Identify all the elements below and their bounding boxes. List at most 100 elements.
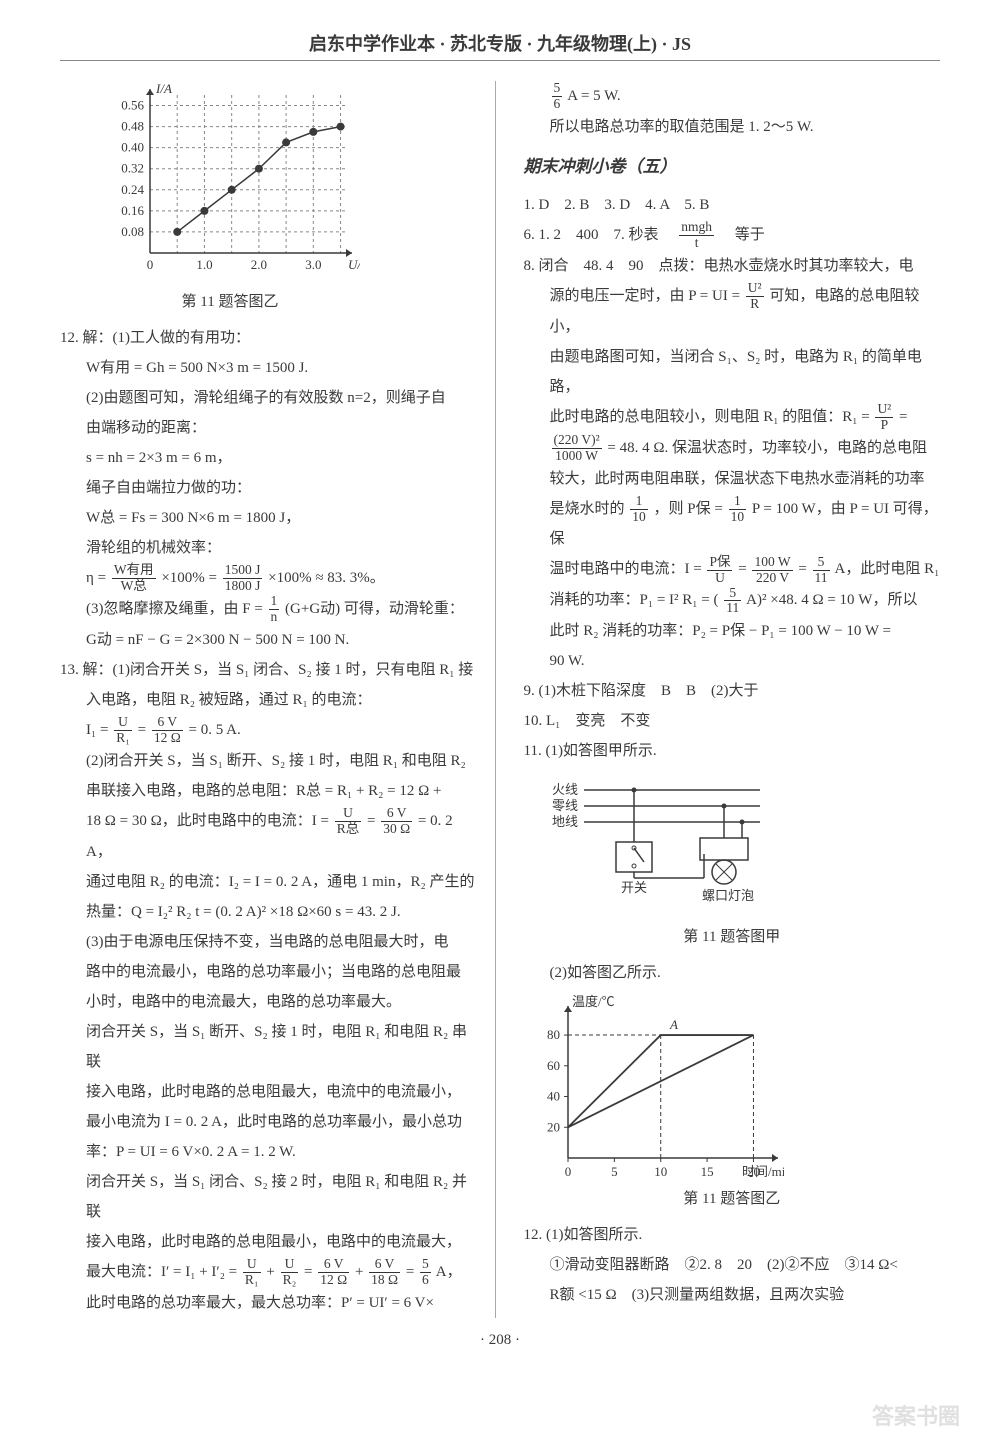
svg-text:地线: 地线 <box>551 814 577 829</box>
svg-text:0.40: 0.40 <box>121 140 144 155</box>
svg-text:I/A: I/A <box>155 81 172 96</box>
svg-text:10: 10 <box>654 1164 667 1179</box>
svg-text:80: 80 <box>547 1027 560 1042</box>
q13-l9: 路中的电流最小，电路的总功率最小；当电路的总电阻最 <box>60 957 477 987</box>
chart-11-wrap: 0 1.0 2.0 3.0 0.08 0.16 0.24 0.32 0.40 0.48 0.56 U/… <box>60 81 477 281</box>
columns: 0 1.0 2.0 3.0 0.08 0.16 0.24 0.32 0.40 0.48 0.56 U/… <box>60 81 940 1318</box>
svg-text:15: 15 <box>700 1164 713 1179</box>
column-right: 56 A = 5 W. 所以电路总功率的取值范围是 1. 2～5 W. 期末冲刺… <box>506 81 941 1318</box>
section-heading: 期末冲刺小卷（五） <box>524 150 941 184</box>
svg-text:0.16: 0.16 <box>121 203 144 218</box>
q13-l8: (3)由于电源电压保持不变，当电路的总电阻最大时，电 <box>60 927 477 957</box>
q12-eff-f1: W有用W总 <box>110 563 158 594</box>
q12-eff: η = W有用W总 ×100% = 1500 J1800 J ×100% ≈ 8… <box>60 563 477 594</box>
q13-l5: 18 Ω = 30 Ω，此时电路中的电流：I = UR总 = 6 V30 Ω =… <box>60 806 477 867</box>
svg-text:1.0: 1.0 <box>196 257 212 272</box>
r-l6: 此时电路的总电阻较小，则电阻 R₁ 的阻值：R₁ = U²P = <box>524 402 941 433</box>
svg-text:螺口灯泡: 螺口灯泡 <box>701 888 753 903</box>
svg-text:0.08: 0.08 <box>121 224 144 239</box>
q12-eff-tail: ×100% ≈ 83. 3%。 <box>268 570 385 586</box>
svg-text:20: 20 <box>547 1120 560 1135</box>
q13-I1: I₁ = UR₁ = 6 V12 Ω = 0. 5 A. <box>60 715 477 746</box>
svg-text:0.24: 0.24 <box>121 182 144 197</box>
svg-text:0: 0 <box>147 257 154 272</box>
circuit-11-caption: 第 11 题答图甲 <box>524 922 941 952</box>
q13-l13: 最小电流为 I = 0. 2 A，此时电路的总功率最小，最小总功 <box>60 1107 477 1137</box>
q13-l4: 串联接入电路，电路的总电阻：R总 = R₁ + R₂ = 12 Ω + <box>60 776 477 806</box>
chart-11b: 0510152020406080时间/min温度/℃A <box>524 994 784 1184</box>
q12-l7: 滑轮组的机械效率： <box>60 533 477 563</box>
svg-text:时间/min: 时间/min <box>742 1164 784 1179</box>
r-l8: 较大，此时两电阻串联，保温状态下电热水壶消耗的功率 <box>524 464 941 494</box>
q12-l2: (2)由题图可知，滑轮组绳子的有效股数 n=2，则绳子自 <box>60 383 477 413</box>
svg-text:0.48: 0.48 <box>121 119 144 134</box>
q13-l14: 率：P = UI = 6 V×0. 2 A = 1. 2 W. <box>60 1137 477 1167</box>
page-footer: · 208 · <box>60 1332 940 1349</box>
watermark: 答案书圈 <box>872 1399 960 1431</box>
r-l1: 1. D 2. B 3. D 4. A 5. B <box>524 190 941 220</box>
svg-text:A: A <box>669 1017 678 1032</box>
q12-l9-frac: 1n <box>267 594 282 625</box>
svg-text:火线: 火线 <box>551 782 577 797</box>
svg-text:开关: 开关 <box>620 880 646 895</box>
q12-l10: G动 = nF − G = 2×300 N − 500 N = 100 N. <box>60 625 477 655</box>
r-l17: (2)如答图乙所示. <box>524 958 941 988</box>
q12-l4: s = nh = 2×3 m = 6 m， <box>60 443 477 473</box>
r-l11: 消耗的功率：P₁ = I² R₁ = ( 511 A)² ×48. 4 Ω = … <box>524 585 941 616</box>
q13-l11: 闭合开关 S，当 S₁ 断开、S₂ 接 1 时，电阻 R₁ 和电阻 R₂ 串联 <box>60 1017 477 1077</box>
r-l10: 温时电路中的电流：I = P保U = 100 W220 V = 511 A，此时… <box>524 554 941 585</box>
svg-text:40: 40 <box>547 1089 560 1104</box>
r-l3: 8. 闭合 48. 4 90 点拨：电热水壶烧水时其功率较大，电 <box>524 251 941 281</box>
q13-l15: 闭合开关 S，当 S₁ 闭合、S₂ 接 2 时，电阻 R₁ 和电阻 R₂ 并联 <box>60 1167 477 1227</box>
r-l15: 10. L₁ 变亮 不变 <box>524 706 941 736</box>
r-l5: 由题电路图可知，当闭合 S₁、S₂ 时，电路为 R₁ 的简单电路， <box>524 342 941 402</box>
q13-l18: 此时电路的总功率最大，最大总功率：P′ = UI′ = 6 V× <box>60 1288 477 1318</box>
r-l16: 11. (1)如答图甲所示. <box>524 736 941 766</box>
r-l19: ①滑动变阻器断路 ②2. 8 20 (2)②不应 ③14 Ω< <box>524 1250 941 1280</box>
svg-text:U/V: U/V <box>348 257 360 272</box>
svg-text:0.56: 0.56 <box>121 98 144 113</box>
svg-text:2.0: 2.0 <box>251 257 267 272</box>
q13-l3: (2)闭合开关 S，当 S₁ 断开、S₂ 接 1 时，电阻 R₁ 和电阻 R₂ <box>60 746 477 776</box>
column-left: 0 1.0 2.0 3.0 0.08 0.16 0.24 0.32 0.40 0.48 0.56 U/… <box>60 81 496 1318</box>
q13-l16: 接入电路，此时电路的总电阻最小，电路中的电流最大， <box>60 1227 477 1257</box>
r-l14: 9. (1)木桩下陷深度 B B (2)大于 <box>524 676 941 706</box>
q12-l1: W有用 = Gh = 500 N×3 m = 1500 J. <box>60 353 477 383</box>
q12-l9: (3)忽略摩擦及绳重，由 F = 1n (G+G动) 可得，动滑轮重： <box>60 594 477 625</box>
q12-eff-pre: η = <box>86 570 106 586</box>
svg-text:0.32: 0.32 <box>121 161 144 176</box>
r-l18: 12. (1)如答图所示. <box>524 1220 941 1250</box>
r-l13: 90 W. <box>524 646 941 676</box>
r-l9: 是烧水时的 110 ，则 P保 = 110 P = 100 W，由 P = UI… <box>524 494 941 555</box>
r-l2: 6. 1. 2 400 7. 秒表 nmght 等于 <box>524 220 941 251</box>
svg-text:零线: 零线 <box>551 798 577 813</box>
page-header: 启东中学作业本 · 苏北专版 · 九年级物理(上) · JS <box>60 30 940 61</box>
q13-open: 13. 解：(1)闭合开关 S，当 S₁ 闭合、S₂ 接 1 时，只有电阻 R₁… <box>60 655 477 685</box>
q12-l6: W总 = Fs = 300 N×6 m = 1800 J， <box>60 503 477 533</box>
chart-11b-wrap: 0510152020406080时间/min温度/℃A 第 11 题答图乙 <box>524 994 941 1214</box>
svg-text:5: 5 <box>611 1164 618 1179</box>
circuit-11-wrap: 火线零线地线开关螺口灯泡 第 11 题答图甲 <box>524 772 941 952</box>
circuit-11: 火线零线地线开关螺口灯泡 <box>524 772 784 922</box>
r-l4: 源的电压一定时，由 P = UI = U²R 可知，电路的总电阻较小， <box>524 281 941 342</box>
chart-11: 0 1.0 2.0 3.0 0.08 0.16 0.24 0.32 0.40 0.48 0.56 U/… <box>100 81 360 281</box>
q12-eff-mid1: ×100% = <box>161 570 217 586</box>
r-l7: (220 V)²1000 W = 48. 4 Ω. 保温状态时，功率较小，电路的… <box>524 433 941 464</box>
q13-l7: 热量：Q = I₂² R₂ t = (0. 2 A)² ×18 Ω×60 s =… <box>60 897 477 927</box>
r-top: 56 A = 5 W. <box>524 81 941 112</box>
q13-l12: 接入电路，此时电路的总电阻最大，电流中的电流最小， <box>60 1077 477 1107</box>
chart-11-caption: 第 11 题答图乙 <box>100 287 360 317</box>
q12-eff-f2: 1500 J1800 J <box>221 563 265 594</box>
svg-text:3.0: 3.0 <box>305 257 321 272</box>
svg-text:温度/℃: 温度/℃ <box>572 994 615 1009</box>
q13-l17: 最大电流：I′ = I₁ + I′₂ = UR₁ + UR₂ = 6 V12 Ω… <box>60 1257 477 1288</box>
q12-open: 12. 解：(1)工人做的有用功： <box>60 323 477 353</box>
q13-l1: 入电路，电阻 R₂ 被短路，通过 R₁ 的电流： <box>60 685 477 715</box>
svg-text:0: 0 <box>564 1164 571 1179</box>
svg-text:60: 60 <box>547 1058 560 1073</box>
r-l12: 此时 R₂ 消耗的功率：P₂ = P保 − P₁ = 100 W − 10 W … <box>524 616 941 646</box>
r-top2: 所以电路总功率的取值范围是 1. 2～5 W. <box>524 112 941 142</box>
r-l20: R额 <15 Ω (3)只测量两组数据，且两次实验 <box>524 1280 941 1310</box>
q12-l3: 由端移动的距离： <box>60 413 477 443</box>
q13-l6: 通过电阻 R₂ 的电流：I₂ = I = 0. 2 A，通电 1 min，R₂ … <box>60 867 477 897</box>
